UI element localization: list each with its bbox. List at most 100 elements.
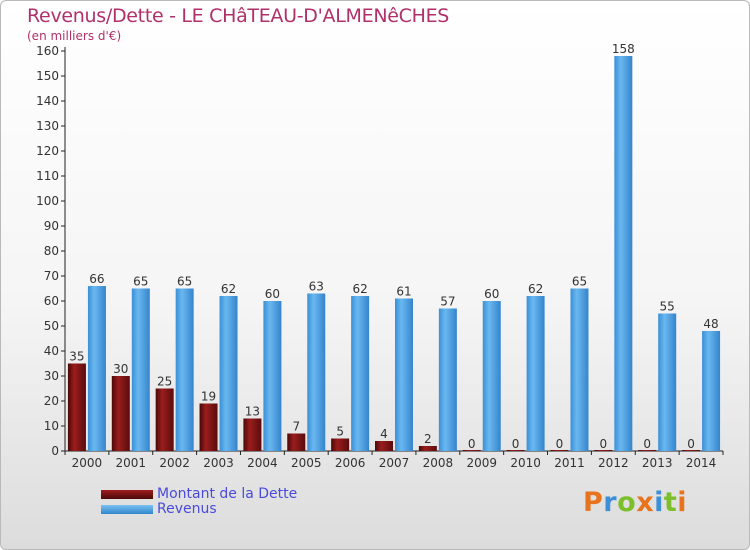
data-label: 30 — [113, 362, 128, 376]
bar-revenus — [614, 56, 633, 451]
data-label: 60 — [484, 287, 499, 301]
bar-revenus — [702, 331, 721, 451]
data-label: 4 — [380, 427, 388, 441]
bar-revenus — [570, 288, 589, 451]
axes: 0102030405060708090100110120130140150160… — [36, 44, 724, 470]
y-tick-label: 0 — [51, 444, 59, 458]
y-tick-label: 60 — [44, 294, 59, 308]
y-tick-label: 90 — [44, 219, 59, 233]
data-label: 0 — [512, 437, 520, 451]
bar-revenus — [263, 301, 282, 451]
bar-dette — [199, 403, 218, 451]
bar-revenus — [131, 288, 150, 451]
x-tick-label: 2010 — [510, 456, 541, 470]
logo-letter: r — [603, 487, 618, 518]
bar-dette — [331, 438, 350, 451]
data-label: 35 — [69, 350, 84, 364]
data-label: 60 — [265, 287, 280, 301]
bar-revenus — [658, 313, 677, 451]
bar-dette — [67, 363, 86, 451]
logo-letter: o — [617, 487, 637, 518]
logo-letter: i — [654, 487, 664, 518]
bar-dette — [550, 450, 569, 451]
data-label: 13 — [245, 405, 260, 419]
bar-dette — [287, 433, 306, 451]
data-label: 0 — [600, 437, 608, 451]
data-label: 7 — [292, 420, 300, 434]
bar-revenus — [87, 286, 106, 451]
bar-dette — [506, 450, 525, 451]
data-label: 61 — [396, 285, 411, 299]
legend-label-dette: Montant de la Dette — [157, 486, 298, 502]
bar-revenus — [175, 288, 194, 451]
y-tick-label: 140 — [36, 94, 59, 108]
x-tick-label: 2007 — [379, 456, 410, 470]
data-label: 62 — [528, 282, 543, 296]
x-tick-label: 2009 — [466, 456, 497, 470]
x-tick-label: 2012 — [598, 456, 629, 470]
x-tick-label: 2005 — [291, 456, 322, 470]
data-label: 57 — [440, 295, 455, 309]
bar-dette — [682, 450, 701, 451]
y-tick-label: 80 — [44, 244, 59, 258]
x-tick-label: 2011 — [554, 456, 585, 470]
data-label: 65 — [177, 275, 192, 289]
bar-revenus — [482, 301, 501, 451]
y-tick-label: 160 — [36, 44, 59, 58]
y-tick-label: 150 — [36, 69, 59, 83]
y-tick-label: 110 — [36, 169, 59, 183]
data-label: 55 — [660, 300, 675, 314]
x-tick-label: 2006 — [335, 456, 366, 470]
legend-label-revenus: Revenus — [157, 501, 217, 517]
y-tick-label: 20 — [44, 394, 59, 408]
data-label: 65 — [572, 275, 587, 289]
x-tick-label: 2001 — [116, 456, 147, 470]
y-tick-label: 50 — [44, 319, 59, 333]
bar-revenus — [307, 293, 326, 451]
data-label: 0 — [687, 437, 695, 451]
data-label: 19 — [201, 390, 216, 404]
data-label: 48 — [703, 317, 718, 331]
bar-revenus — [438, 308, 457, 451]
bar-dette — [243, 418, 262, 451]
x-tick-label: 2002 — [159, 456, 190, 470]
y-tick-label: 30 — [44, 369, 59, 383]
bar-dette — [111, 376, 130, 451]
data-label: 158 — [612, 42, 635, 56]
proxiti-logo: Proxiti — [583, 487, 687, 518]
bar-revenus — [219, 296, 238, 451]
legend-swatch-revenus — [101, 505, 153, 514]
data-label: 62 — [221, 282, 236, 296]
data-label: 25 — [157, 375, 172, 389]
data-label: 0 — [556, 437, 564, 451]
x-tick-label: 2013 — [642, 456, 673, 470]
data-label: 2 — [424, 432, 432, 446]
y-tick-label: 130 — [36, 119, 59, 133]
legend-swatch-dette — [101, 490, 153, 499]
data-label: 5 — [336, 425, 344, 439]
data-label: 65 — [133, 275, 148, 289]
data-labels: 35 66 30 65 25 65 19 62 13 60 7 63 5 62 4 61 2 57 0 60 0 62 0 6… — [69, 42, 718, 451]
bar-dette — [418, 446, 437, 451]
logo-letter: P — [583, 487, 604, 518]
data-label: 0 — [643, 437, 651, 451]
data-label: 66 — [89, 272, 104, 286]
y-tick-label: 100 — [36, 194, 59, 208]
bars — [67, 56, 721, 451]
x-tick-label: 2008 — [423, 456, 454, 470]
x-tick-label: 2003 — [203, 456, 234, 470]
bar-dette — [594, 450, 613, 451]
bar-dette — [638, 450, 657, 451]
y-tick-label: 10 — [44, 419, 59, 433]
bar-dette — [462, 450, 481, 451]
data-label: 63 — [309, 280, 324, 294]
bar-revenus — [395, 298, 413, 451]
y-tick-label: 70 — [44, 269, 59, 283]
chart-title: Revenus/Dette - LE CHâTEAU-D'ALMENêCHES — [27, 5, 450, 27]
bar-dette — [155, 388, 174, 451]
logo-letter: t — [663, 487, 678, 518]
x-tick-label: 2000 — [72, 456, 103, 470]
y-tick-label: 40 — [44, 344, 59, 358]
